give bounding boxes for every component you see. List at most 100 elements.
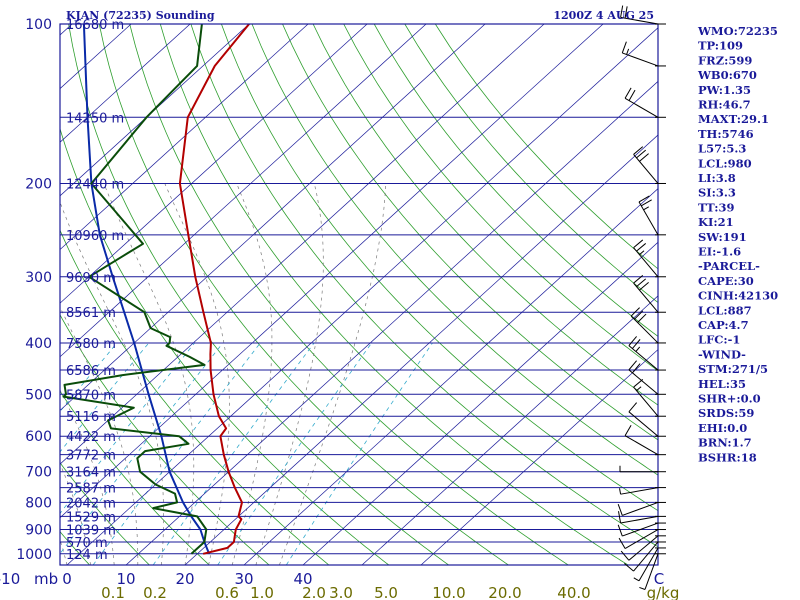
wind-barb-flag — [618, 537, 626, 549]
mixing-ratio-tick-label: 0.1 — [101, 584, 125, 600]
mixing-ratio-tick-label: 20.0 — [488, 584, 521, 600]
isotherm — [243, 188, 658, 565]
wind-barb — [630, 307, 666, 344]
grid-lines — [60, 24, 658, 565]
isotherm — [60, 24, 191, 143]
wind-barb-half-flag — [635, 346, 641, 352]
moist-adiabat — [60, 306, 139, 565]
wind-barb-staff — [644, 553, 659, 590]
index-entry: LI:3.8 — [698, 171, 736, 185]
temperature-tick-label: 10 — [116, 570, 135, 588]
dry-adiabat — [60, 313, 270, 565]
height-label: 7580 m — [66, 337, 116, 352]
index-entry: EI:-1.6 — [698, 245, 741, 259]
index-entry: SHR+:0.0 — [698, 392, 761, 406]
wind-barb-flag — [624, 6, 628, 19]
isotherm — [60, 24, 604, 519]
mixing-ratio-unit: g/kg — [647, 584, 680, 600]
mixing-ratio-line — [152, 342, 315, 565]
wind-barb-flag — [624, 562, 634, 572]
wind-barb — [617, 501, 666, 516]
wind-barb-staff — [628, 345, 659, 371]
wind-barb-flag — [636, 243, 647, 252]
index-entry: TH:5746 — [698, 127, 754, 141]
wind-barb-half-flag — [636, 386, 642, 391]
wind-barb-flag — [628, 402, 637, 413]
wind-barb-flag — [628, 89, 636, 101]
index-entry: -WIND- — [698, 347, 746, 361]
index-entry: LCL:887 — [698, 303, 752, 317]
index-entry: LFC:-1 — [698, 333, 740, 347]
wind-barb-flag — [634, 310, 644, 320]
wind-barb-staff — [622, 522, 659, 537]
dry-adiabat — [404, 24, 658, 304]
wind-barb-staff — [633, 541, 659, 572]
pressure-tick-label: 600 — [25, 429, 52, 445]
index-entry: SRDS:59 — [698, 406, 754, 420]
index-entry: SW:191 — [698, 230, 747, 244]
height-label: 14250 m — [66, 111, 124, 126]
wind-barb-staff — [630, 315, 659, 344]
wind-barb-half-flag — [643, 206, 650, 211]
isotherm — [66, 27, 658, 565]
pressure-tick-label: 400 — [25, 336, 52, 352]
height-label: 10960 m — [66, 229, 124, 244]
moist-adiabat — [279, 183, 387, 565]
dry-adiabat — [343, 24, 658, 372]
wind-barb-flag — [620, 5, 624, 18]
wind-barb-flag — [638, 195, 650, 203]
isotherm — [361, 295, 658, 565]
wind-barb-flag — [630, 307, 640, 317]
moist-adiabat — [164, 183, 230, 565]
index-entry: CAPE:30 — [698, 274, 754, 288]
wind-barb-flag — [617, 503, 623, 516]
index-entry: WMO:72235 — [697, 24, 778, 38]
wind-barb-staff — [624, 529, 659, 549]
mixing-ratio-line — [60, 342, 224, 555]
wind-barb — [617, 522, 666, 537]
wind-barb-staff — [628, 411, 659, 437]
height-label: 2587 m — [66, 482, 116, 497]
wind-barb — [618, 529, 666, 549]
dry-adiabat — [129, 24, 569, 565]
height-label: 570 m — [66, 536, 108, 551]
isotherm — [420, 349, 658, 565]
wind-barb — [624, 541, 666, 572]
plot-frame — [59, 23, 659, 566]
isotherm — [60, 24, 309, 251]
wind-barb-flag — [628, 336, 637, 346]
wind-barb-staff — [622, 52, 659, 67]
height-label: 3164 m — [66, 466, 116, 481]
wind-barb-flag — [618, 511, 622, 524]
dry-adiabat — [251, 24, 658, 476]
wind-barb-flag — [639, 282, 649, 291]
height-label: 6586 m — [66, 364, 116, 379]
dry-adiabat — [190, 24, 658, 548]
wind-barb — [620, 5, 666, 25]
height-label: 124 m — [66, 548, 108, 563]
dewpoint-trace — [62, 24, 208, 555]
parcel-trace — [82, 24, 211, 555]
wind-barb-flag — [628, 360, 637, 371]
index-entry: BRN:1.7 — [698, 436, 752, 450]
index-entry: WB0:670 — [697, 68, 757, 82]
wind-barb-staff — [633, 282, 659, 313]
wind-barb — [618, 511, 666, 524]
index-entry: BSHR:18 — [698, 450, 757, 464]
pressure-tick-label: 800 — [25, 495, 52, 511]
dry-adiabat — [312, 24, 658, 406]
dry-adiabat — [221, 24, 658, 512]
pressure-tick-label: 1000 — [16, 547, 52, 563]
wind-barb — [628, 402, 666, 437]
isotherm — [60, 24, 368, 304]
pressure-tick-label: 300 — [25, 270, 52, 286]
wind-barb — [619, 487, 666, 495]
pressure-tick-label: 200 — [25, 176, 52, 192]
height-label: 12440 m — [66, 177, 124, 192]
dry-adiabat — [60, 390, 210, 565]
wind-barb-half-flag — [639, 586, 646, 590]
index-entry: CINH:42130 — [698, 289, 778, 303]
wind-barb — [628, 336, 666, 371]
profiles — [62, 24, 250, 555]
